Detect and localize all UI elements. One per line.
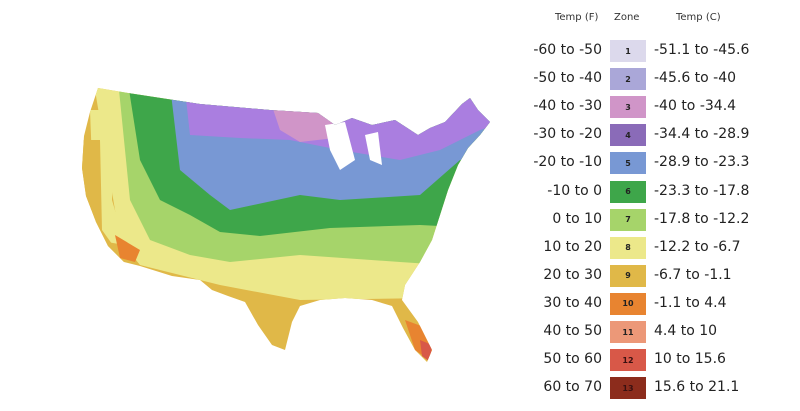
temp-f: -60 to -50 bbox=[533, 42, 602, 58]
legend-row-zone-5: -20 to -10 5 -28.9 to -23.3 bbox=[520, 150, 800, 176]
temp-c: -51.1 to -45.6 bbox=[654, 42, 750, 58]
legend-row-zone-10: 30 to 40 10 -1.1 to 4.4 bbox=[520, 291, 800, 317]
legend-row-zone-12: 50 to 60 12 10 to 15.6 bbox=[520, 347, 800, 373]
temp-c: -28.9 to -23.3 bbox=[654, 154, 750, 171]
temp-c: -17.8 to -12.2 bbox=[654, 210, 750, 227]
zone-bands bbox=[82, 88, 490, 362]
zone-swatch: 3 bbox=[610, 96, 646, 119]
header-temp-c: Temp (C) bbox=[676, 12, 721, 23]
lake-michigan bbox=[325, 122, 355, 170]
header-temp-f: Temp (F) bbox=[555, 12, 599, 23]
temp-c: -23.3 to -17.8 bbox=[654, 182, 750, 199]
temp-c: 4.4 to 10 bbox=[654, 323, 718, 339]
zone-swatch: 10 bbox=[610, 292, 646, 315]
zone-swatch: 7 bbox=[610, 208, 646, 231]
zone-swatch: 6 bbox=[610, 180, 646, 203]
socal-zone-10 bbox=[115, 235, 140, 262]
temp-f: -30 to -20 bbox=[533, 126, 602, 143]
zone-swatch: 2 bbox=[610, 68, 646, 91]
us-hardiness-zone-map bbox=[82, 88, 490, 362]
legend-row-zone-9: 20 to 30 9 -6.7 to -1.1 bbox=[520, 263, 800, 289]
legend-row-zone-11: 40 to 50 11 4.4 to 10 bbox=[520, 319, 800, 345]
temp-c: -40 to -34.4 bbox=[654, 98, 737, 115]
zone-swatch: 1 bbox=[610, 40, 646, 62]
temp-f: -50 to -40 bbox=[533, 70, 602, 87]
temp-c: -45.6 to -40 bbox=[654, 70, 737, 87]
temp-c: -12.2 to -6.7 bbox=[654, 238, 741, 255]
legend-row-zone-1: -60 to -50 1 -51.1 to -45.6 bbox=[520, 38, 800, 64]
temp-f: 50 to 60 bbox=[543, 351, 602, 368]
temp-f: -40 to -30 bbox=[533, 98, 602, 115]
legend-row-zone-2: -50 to -40 2 -45.6 to -40 bbox=[520, 66, 800, 92]
zone-swatch: 8 bbox=[610, 236, 646, 259]
temp-c: 10 to 15.6 bbox=[654, 351, 726, 368]
legend-row-zone-3: -40 to -30 3 -40 to -34.4 bbox=[520, 94, 800, 120]
florida-zone-11 bbox=[420, 340, 432, 362]
legend-row-zone-4: -30 to -20 4 -34.4 to -28.9 bbox=[520, 122, 800, 148]
temp-c: -1.1 to 4.4 bbox=[654, 294, 727, 311]
temp-c: -34.4 to -28.9 bbox=[654, 126, 750, 143]
temp-f: 10 to 20 bbox=[543, 238, 602, 255]
zone-swatch: 5 bbox=[610, 152, 646, 175]
temp-f: 40 to 50 bbox=[543, 323, 602, 339]
zone-swatch: 4 bbox=[610, 124, 646, 147]
temp-f: 60 to 70 bbox=[543, 379, 602, 396]
zone-swatch: 12 bbox=[610, 349, 646, 372]
temp-f: 30 to 40 bbox=[543, 294, 602, 311]
legend-row-zone-13: 60 to 70 13 15.6 to 21.1 bbox=[520, 375, 800, 401]
temp-c: 15.6 to 21.1 bbox=[654, 379, 740, 396]
zone-swatch: 13 bbox=[610, 377, 646, 400]
temp-f: -10 to 0 bbox=[547, 182, 602, 199]
legend-row-zone-7: 0 to 10 7 -17.8 to -12.2 bbox=[520, 207, 800, 233]
temp-f: -20 to -10 bbox=[533, 154, 602, 171]
legend-row-zone-8: 10 to 20 8 -12.2 to -6.7 bbox=[520, 235, 800, 261]
zone-swatch: 11 bbox=[610, 321, 646, 343]
lake-huron bbox=[365, 132, 382, 165]
temp-c: -6.7 to -1.1 bbox=[654, 266, 732, 283]
temp-f: 0 to 10 bbox=[552, 210, 602, 227]
temp-f: 20 to 30 bbox=[543, 266, 602, 283]
legend-row-zone-6: -10 to 0 6 -23.3 to -17.8 bbox=[520, 179, 800, 205]
header-zone: Zone bbox=[614, 12, 640, 23]
zone-swatch: 9 bbox=[610, 264, 646, 287]
